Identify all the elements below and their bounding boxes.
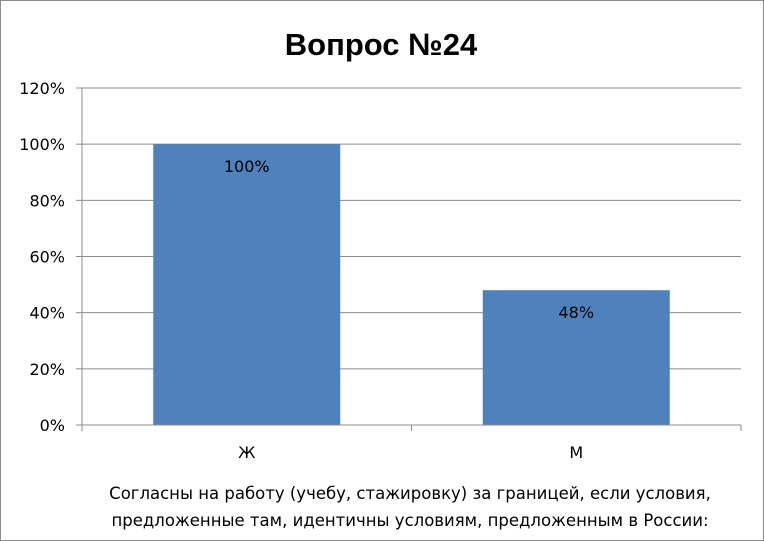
axes — [76, 87, 742, 431]
y-tick-label: 60% — [29, 248, 65, 267]
bar-1 — [153, 144, 341, 425]
y-tick-label: 80% — [29, 191, 65, 210]
x-category-label: Ж — [238, 443, 255, 462]
x-category-label: М — [569, 443, 583, 462]
x-axis-title-line-2: предложенные там, идентичны условиям, пр… — [111, 511, 708, 530]
y-tick-label: 40% — [29, 304, 65, 323]
bar-2 — [482, 290, 670, 425]
bar-data-label: 48% — [558, 303, 594, 322]
bars — [153, 144, 670, 425]
x-axis-title-line-1: Согласны на работу (учебу, стажировку) з… — [109, 484, 711, 503]
y-tick-label: 20% — [29, 360, 65, 379]
data-labels: 100% 48% — [224, 157, 594, 322]
x-axis-title: Согласны на работу (учебу, стажировку) з… — [109, 484, 711, 530]
y-tick-label: 120% — [19, 79, 65, 98]
y-axis-tick-labels: 0% 20% 40% 60% 80% 100% 120% — [19, 79, 65, 435]
y-tick-label: 0% — [40, 416, 65, 435]
y-tick-label: 100% — [19, 135, 65, 154]
chart-title: Вопрос №24 — [285, 27, 478, 62]
bar-data-label: 100% — [224, 157, 270, 176]
